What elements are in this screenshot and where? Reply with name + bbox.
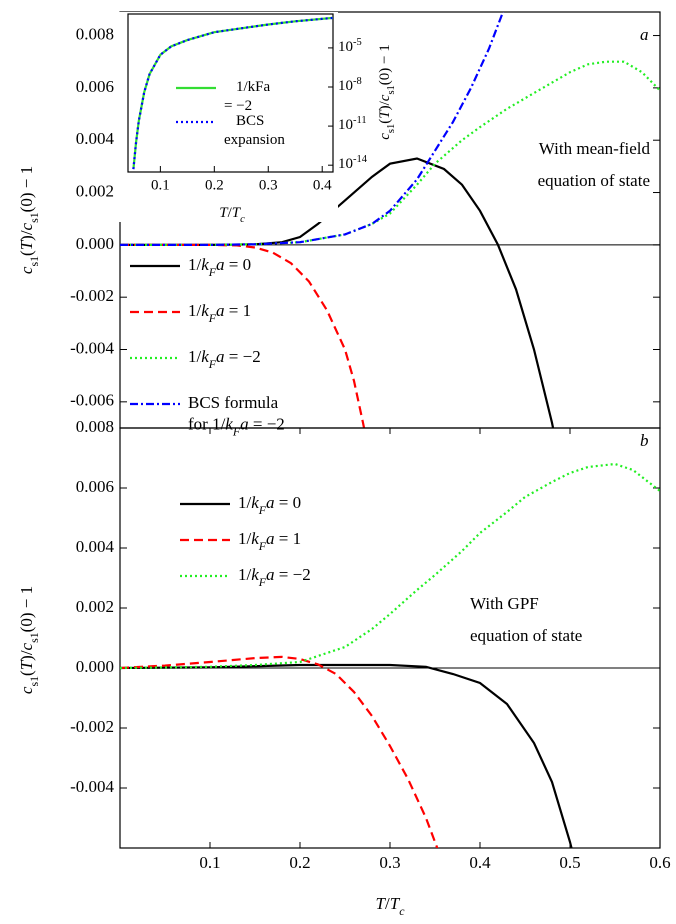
y-tick-label: -0.004 — [70, 777, 114, 796]
x-tick-label: 0.3 — [379, 853, 400, 872]
legend-label: 1/kFa = 0 — [238, 493, 301, 517]
annotation: With GPF — [470, 594, 539, 613]
panel: 10-5 10-8 10-11 10-14 0.1 0.2 0.3 0.4 1/kFa = −2… — [118, 12, 397, 225]
y-tick-label: 10-14 — [338, 154, 368, 173]
y-tick-label: 0.004 — [76, 129, 115, 148]
data-line — [120, 12, 505, 246]
x-tick-label: 0.1 — [199, 853, 220, 872]
y-tick-label: 0.002 — [76, 597, 114, 616]
panel-label: a — [640, 25, 649, 44]
data-line — [132, 16, 333, 170]
y-axis-label: cs1(T)/cs1(0) − 1 — [17, 166, 41, 274]
x-tick-label: 0.1 — [151, 177, 170, 193]
x-tick-label: 0.4 — [469, 853, 491, 872]
y-tick-label: 0.000 — [76, 657, 114, 676]
annotation: equation of state — [538, 171, 650, 190]
y-tick-label: 0.006 — [76, 477, 114, 496]
data-line — [120, 663, 573, 848]
annotation: equation of state — [470, 626, 582, 645]
y-tick-label: -0.002 — [70, 717, 114, 736]
x-tick-label: 0.2 — [205, 177, 224, 193]
x-tick-label: 0.3 — [259, 177, 278, 193]
y-axis-label: cs1(T)/cs1(0) − 1 — [17, 586, 41, 694]
data-line — [120, 60, 660, 246]
x-axis-label: T/Tc — [376, 894, 406, 918]
y-tick-label: 0.006 — [76, 77, 114, 96]
x-tick-label: 0.6 — [649, 853, 670, 872]
panel: 0.008 0.006 0.004 0.002 0.000 -0.002 -0.004 0.1… — [17, 417, 671, 918]
legend-label: 1/kFa = −2 — [238, 565, 311, 589]
data-line — [120, 655, 439, 848]
panel: 0.008 0.006 0.004 0.002 0.000 -0.002 -0.004 -0.… — [17, 11, 661, 438]
legend-label: 1/kFa = −2 — [224, 79, 274, 114]
y-axis-label: cs1(T)/cs1(0) − 1 — [377, 44, 396, 140]
data-line — [120, 462, 660, 670]
y-tick-label: 0.008 — [76, 24, 114, 43]
y-tick-label: -0.006 — [70, 391, 114, 410]
y-tick-label: 0.002 — [76, 181, 114, 200]
x-axis-label: T/Tc — [219, 205, 245, 224]
legend-label: BCS formula for 1/kFa = −2 — [188, 393, 285, 438]
x-tick-label: 0.2 — [289, 853, 310, 872]
x-tick-label: 0.5 — [559, 853, 580, 872]
inset-background — [118, 12, 338, 222]
legend-label: 1/kFa = −2 — [188, 347, 261, 371]
y-tick-label: 10-5 — [338, 37, 362, 56]
y-tick-label: 0.004 — [76, 537, 115, 556]
plot-frame — [127, 13, 334, 173]
panel-label: b — [640, 431, 649, 450]
y-tick-label: 10-11 — [338, 115, 367, 134]
legend-label: 1/kFa = 0 — [188, 255, 251, 279]
annotation: With mean-field — [539, 139, 651, 158]
y-tick-label: -0.004 — [70, 338, 114, 357]
y-tick-label: 0.008 — [76, 417, 114, 436]
y-tick-label: -0.002 — [70, 286, 114, 305]
x-tick-label: 0.4 — [313, 177, 332, 193]
legend-label: BCS expansion — [224, 113, 285, 148]
y-tick-label: 0.000 — [76, 234, 114, 253]
legend-label: 1/kFa = 1 — [238, 529, 301, 553]
y-tick-label: 10-8 — [338, 76, 362, 95]
legend-label: 1/kFa = 1 — [188, 301, 251, 325]
